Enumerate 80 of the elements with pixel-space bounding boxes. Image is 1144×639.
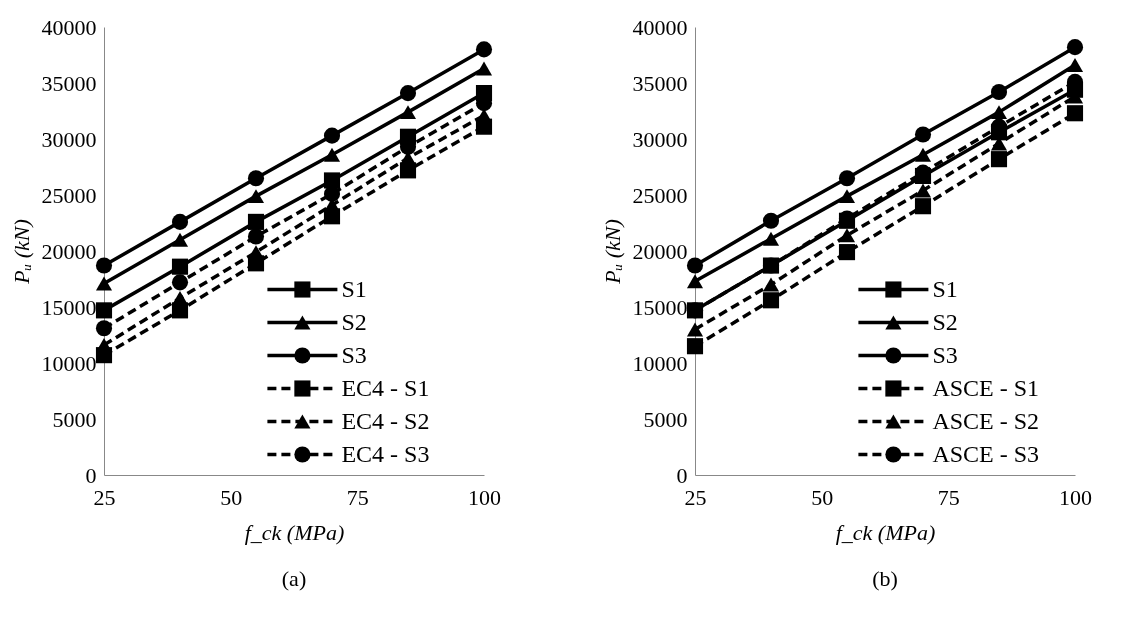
y-tick-label: 15000 xyxy=(632,294,688,320)
x-tick-label: 50 xyxy=(811,484,834,510)
y-tick-label: 40000 xyxy=(41,14,97,40)
point xyxy=(171,274,189,291)
point xyxy=(247,189,265,204)
legend-label: S3 xyxy=(932,341,958,368)
point xyxy=(914,198,932,215)
y-tick-label: 40000 xyxy=(632,14,688,40)
point xyxy=(686,322,704,337)
point xyxy=(762,292,780,309)
legend-label: ASCE - S3 xyxy=(932,440,1040,467)
legend-label: S2 xyxy=(341,308,367,335)
y-tick-label: 30000 xyxy=(632,126,688,152)
y-tick-label: 20000 xyxy=(632,238,688,264)
y-tick-label: 10000 xyxy=(41,350,97,376)
point xyxy=(686,338,704,355)
point xyxy=(838,170,856,187)
legend-label: S1 xyxy=(932,275,958,302)
point xyxy=(95,276,113,291)
point xyxy=(914,183,932,198)
text: (b) xyxy=(872,566,898,591)
legend-label: ASCE - S1 xyxy=(932,374,1040,401)
text: (a) xyxy=(281,566,307,591)
point xyxy=(914,147,932,162)
point xyxy=(990,83,1008,101)
point xyxy=(475,41,493,58)
y-tick-label: 5000 xyxy=(643,406,688,432)
y-axis-title: Pᵤ (kN) xyxy=(599,219,625,285)
point xyxy=(686,274,704,289)
y-axis-title: Pᵤ (kN) xyxy=(8,219,34,285)
y-tick-label: 25000 xyxy=(41,182,97,208)
point xyxy=(1066,58,1084,73)
point xyxy=(171,258,189,275)
point xyxy=(686,257,704,274)
point xyxy=(990,151,1008,168)
x-tick-label: 75 xyxy=(937,484,960,510)
y-tick-label: 30000 xyxy=(41,126,97,152)
x-tick-label: 75 xyxy=(346,484,369,510)
x-axis-title: f_ck (MPa) xyxy=(244,519,345,545)
point xyxy=(838,244,856,261)
point xyxy=(838,189,856,204)
point xyxy=(914,126,932,143)
legend-label: EC4 - S2 xyxy=(341,407,430,434)
point xyxy=(838,228,856,243)
legend-label: EC4 - S1 xyxy=(341,374,430,401)
legend-label: EC4 - S3 xyxy=(341,440,430,467)
point xyxy=(990,105,1008,120)
y-tick-label: 35000 xyxy=(41,70,97,96)
point xyxy=(1066,39,1084,56)
legend-label: S1 xyxy=(341,275,367,302)
y-tick-label: 5000 xyxy=(52,406,97,432)
point xyxy=(762,212,780,229)
point xyxy=(95,302,113,319)
x-tick-label: 100 xyxy=(1059,484,1092,510)
legend-label: S2 xyxy=(932,308,958,335)
point xyxy=(1066,105,1084,122)
point xyxy=(762,277,780,292)
legend-label: S3 xyxy=(341,341,367,368)
legend-label: ASCE - S2 xyxy=(932,407,1040,434)
point xyxy=(475,61,493,76)
point xyxy=(247,170,265,187)
y-tick-label: 20000 xyxy=(41,238,97,264)
point xyxy=(399,85,417,102)
point xyxy=(95,320,113,337)
point xyxy=(247,228,265,245)
y-tick-label: 25000 xyxy=(632,182,688,208)
y-tick-label: 10000 xyxy=(632,350,688,376)
point xyxy=(247,213,265,230)
point xyxy=(323,127,341,144)
x-axis-title: f_ck (MPa) xyxy=(835,519,936,545)
point xyxy=(171,213,189,230)
x-tick-label: 100 xyxy=(468,484,501,510)
point xyxy=(762,231,780,246)
point xyxy=(323,147,341,162)
y-tick-label: 15000 xyxy=(41,294,97,320)
y-tick-label: 35000 xyxy=(632,70,688,96)
x-tick-label: 50 xyxy=(220,484,243,510)
point xyxy=(171,232,189,247)
point xyxy=(95,257,113,274)
point xyxy=(399,105,417,120)
